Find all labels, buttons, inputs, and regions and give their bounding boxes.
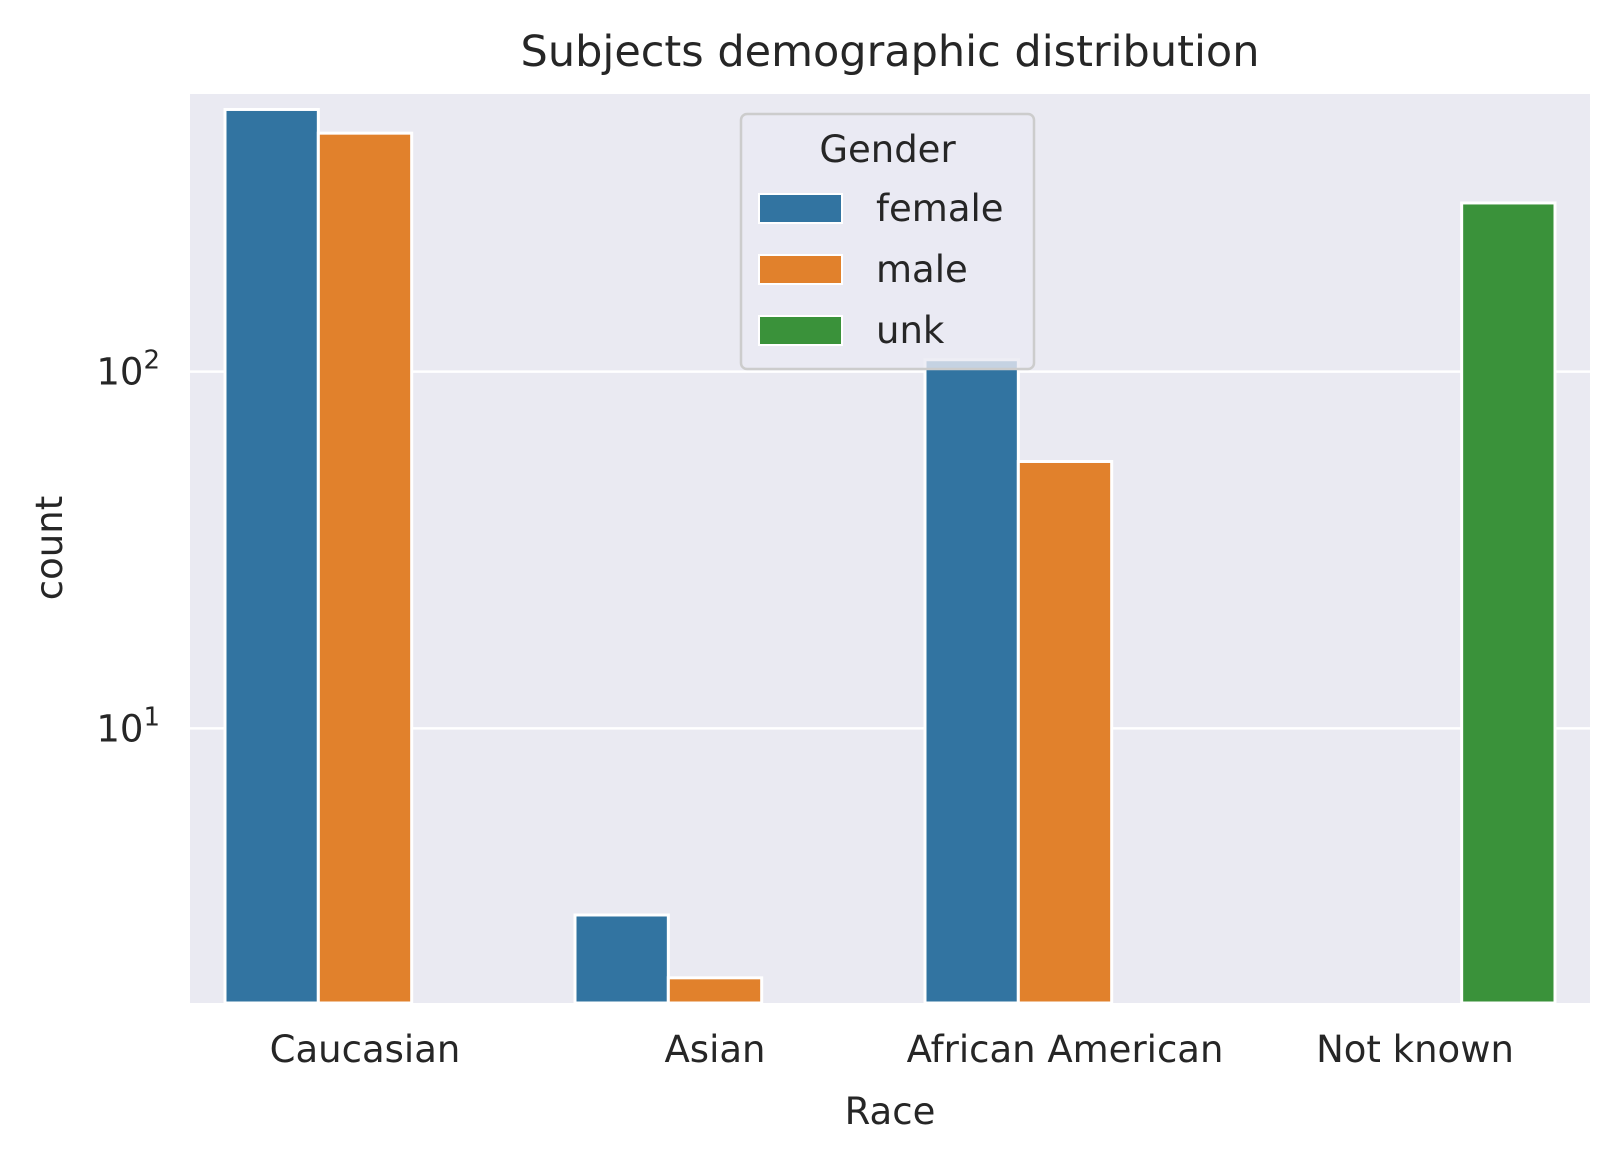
gridlines <box>190 370 1590 730</box>
x-tick-label: Caucasian <box>270 1028 461 1071</box>
legend-swatch-unk <box>758 315 843 346</box>
bar-male <box>316 131 414 1005</box>
x-tick-label: Not known <box>1316 1028 1514 1071</box>
legend-swatch-male <box>758 254 843 285</box>
legend: Gender female male unk <box>739 112 1036 371</box>
legend-swatch-female <box>758 193 843 224</box>
legend-label-female: female <box>876 187 1004 230</box>
chart-title: Subjects demographic distribution <box>521 27 1260 77</box>
y-tick-label: 102 <box>96 346 160 394</box>
legend-box <box>739 112 1036 371</box>
legend-label-male: male <box>876 248 968 291</box>
bar-male <box>666 976 764 1005</box>
bar-female <box>223 107 320 1005</box>
bar-unk <box>1460 201 1557 1005</box>
x-tick-labels: Caucasian Asian African American Not known <box>270 1028 1514 1071</box>
x-tick-label: African American <box>907 1028 1224 1071</box>
bar-female <box>573 913 670 1005</box>
y-tick-labels: 101 102 <box>96 346 160 751</box>
bars <box>223 107 1557 1005</box>
x-tick-label: Asian <box>665 1028 766 1071</box>
y-axis-label: count <box>28 496 71 600</box>
legend-title: Gender <box>819 128 956 171</box>
legend-label-unk: unk <box>876 309 945 352</box>
x-axis-label: Race <box>845 1090 936 1133</box>
bar-male <box>1016 459 1114 1005</box>
y-tick-label: 101 <box>96 702 160 750</box>
bar-female <box>923 358 1020 1005</box>
